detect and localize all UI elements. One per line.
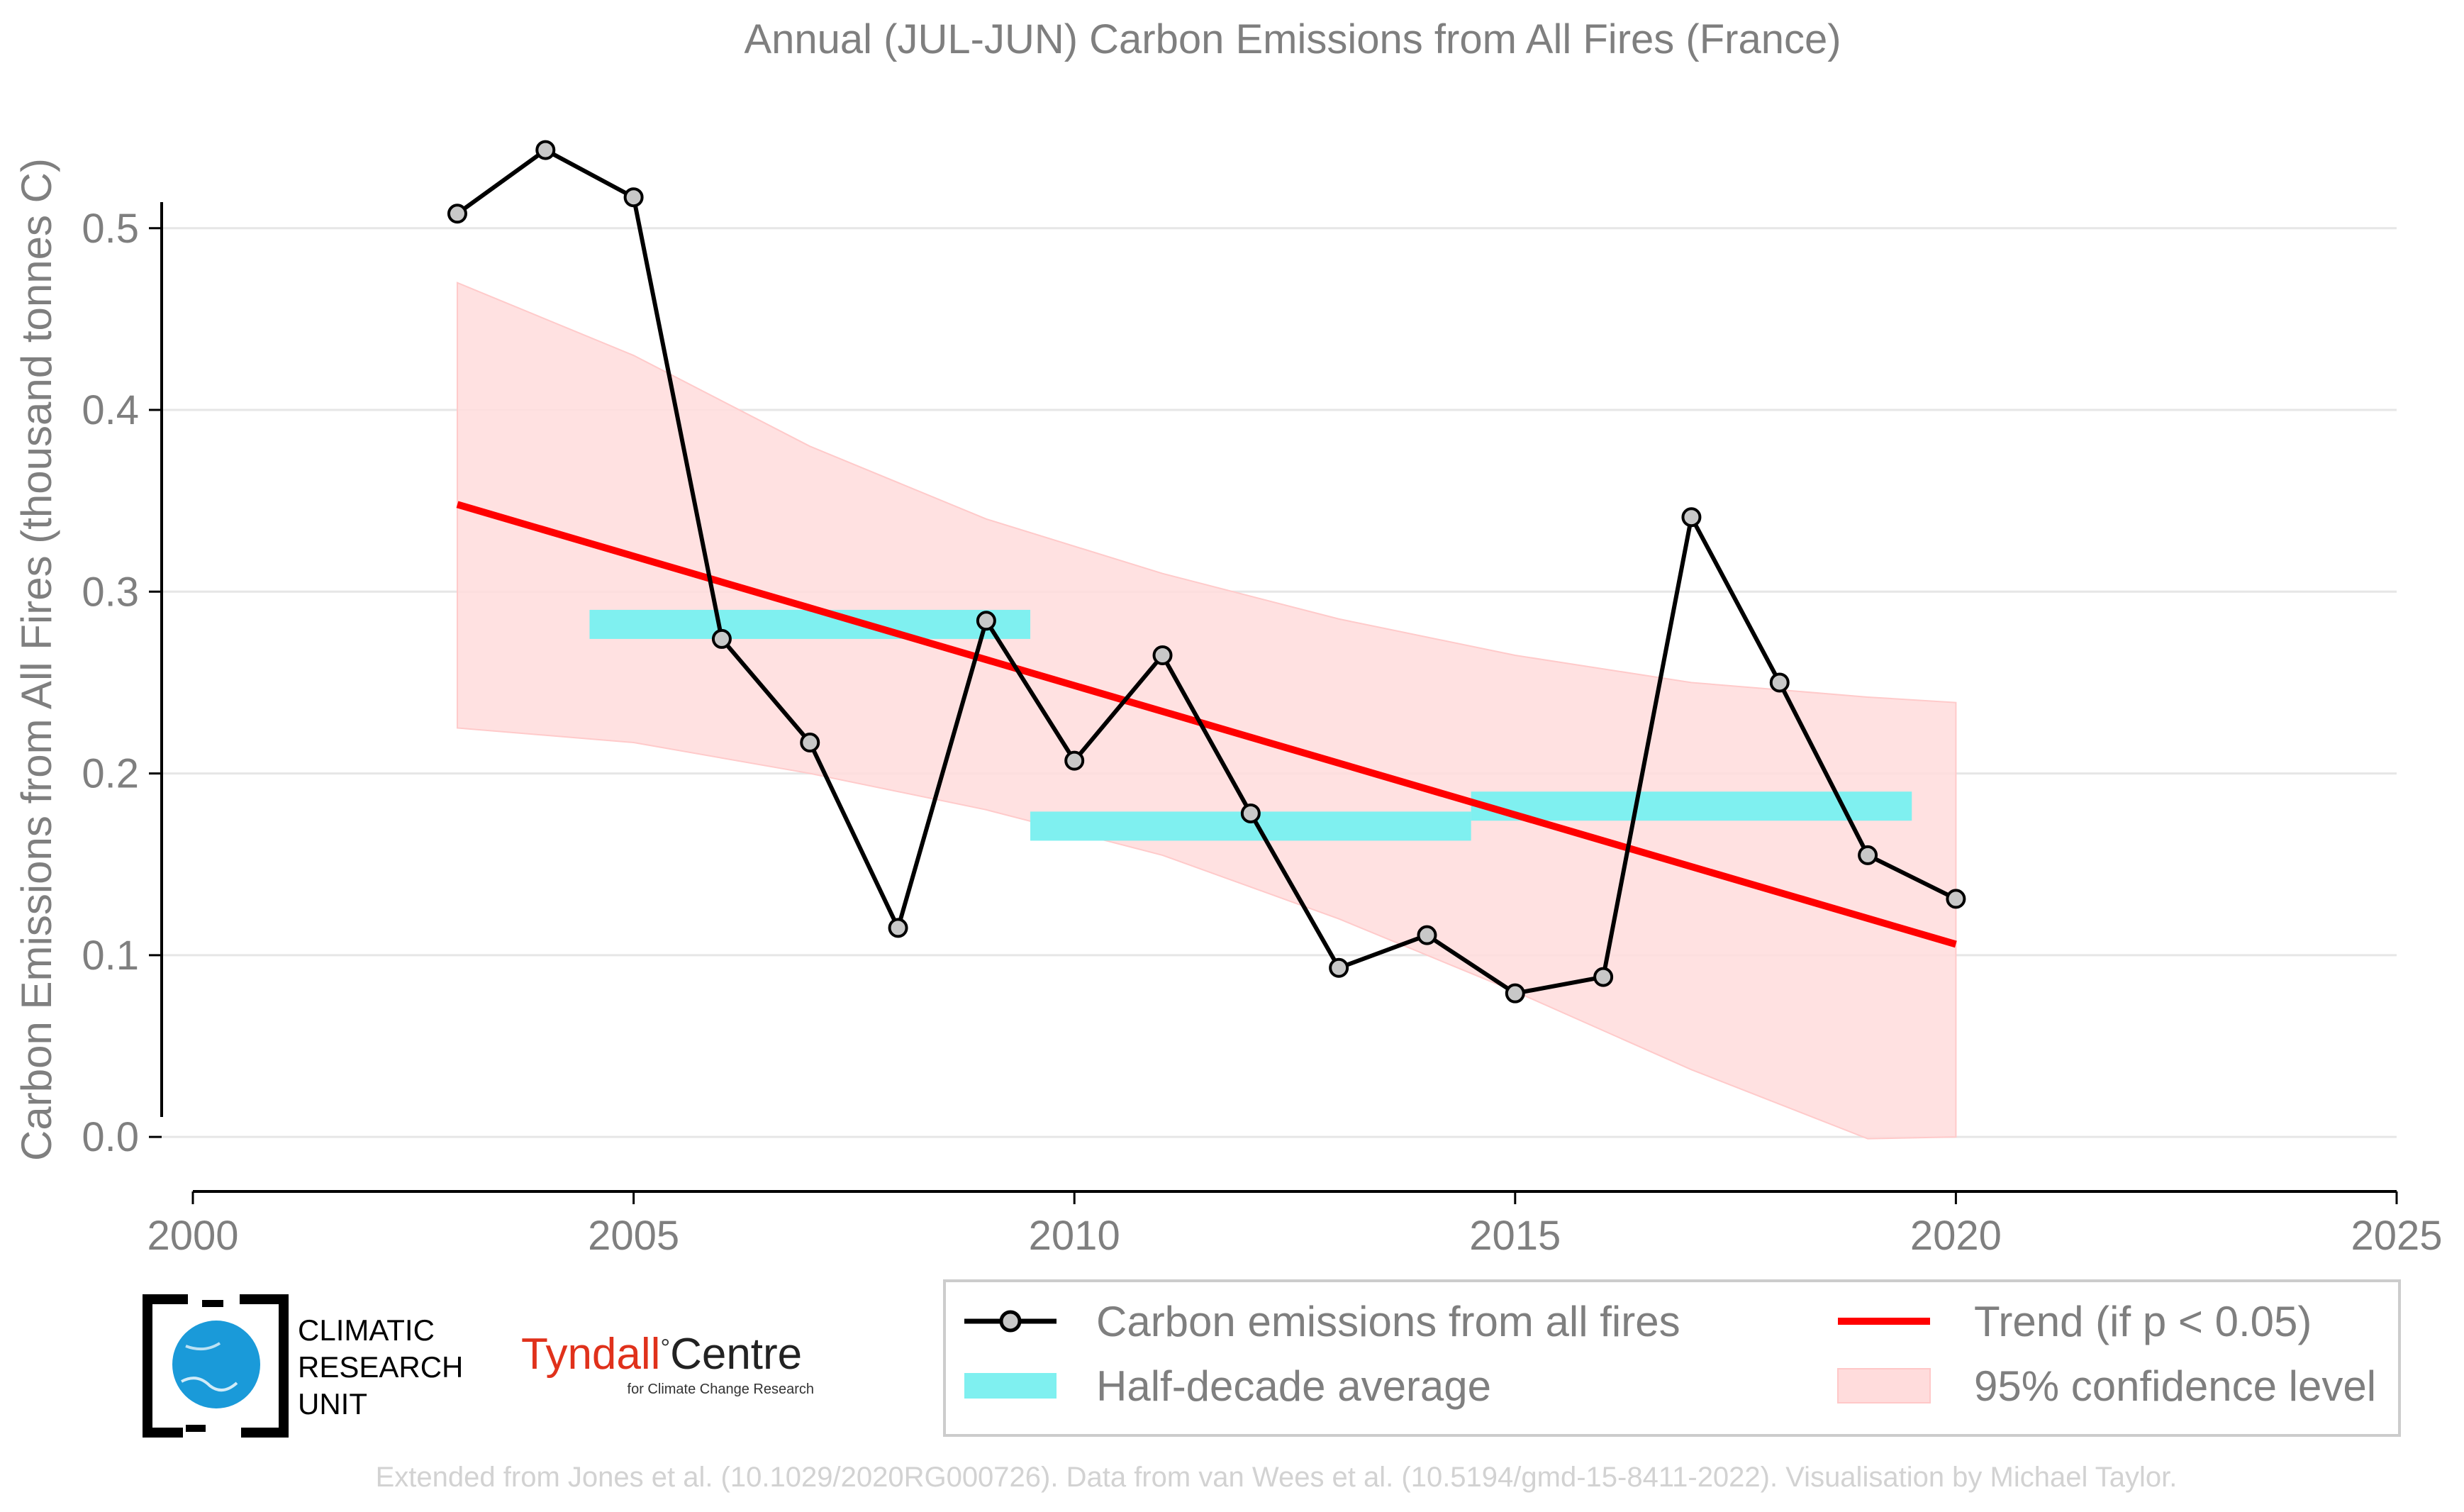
trend-line: [456, 501, 1957, 948]
y-tick-label: 0.1: [82, 933, 139, 979]
emissions-point: [1593, 967, 1614, 987]
tyndall-subtitle: for Climate Change Research: [628, 1382, 814, 1397]
cru-bracket-right: [240, 1294, 289, 1438]
cru-globe-coast: [185, 1342, 221, 1351]
emissions-point: [1946, 889, 1966, 909]
cru-globe-icon: [172, 1321, 260, 1408]
emissions-point: [1505, 983, 1525, 1004]
y-tick-label: 0.4: [82, 387, 139, 433]
y-tick-label: 0.5: [82, 206, 139, 252]
cru-bracket-slash: [186, 1300, 223, 1432]
tyndall-centre: Centre: [670, 1330, 802, 1379]
axes: [149, 202, 2398, 1204]
tyndall-word: Tyndall: [521, 1330, 660, 1379]
emissions-point: [1681, 507, 1702, 528]
cru-globe-coast: [181, 1377, 238, 1391]
tyndall-logo-text: Tyndall°Centre: [521, 1330, 802, 1379]
chart-title: Annual (JUL-JUN) Carbon Emissions from A…: [744, 16, 1841, 62]
cru-text-line: CLIMATIC: [298, 1313, 435, 1347]
legend-label-trend: Trend (if p < 0.05): [1974, 1298, 2312, 1345]
emissions-point: [1329, 957, 1349, 978]
legend-label-confidence: 95% confidence level: [1974, 1362, 2376, 1410]
legend-swatch-half-decade: [964, 1373, 1057, 1399]
footer-credit: Extended from Jones et al. (10.1029/2020…: [376, 1462, 2178, 1493]
emissions-line: [456, 148, 1957, 996]
emissions-point: [800, 733, 820, 753]
legend-label-half-decade: Half-decade average: [1096, 1362, 1491, 1410]
cru-logo: CLIMATIC RESEARCH UNIT: [143, 1294, 463, 1438]
y-axis-label: Carbon Emissions from All Fires (thousan…: [13, 158, 60, 1161]
x-tick-label: 2015: [1469, 1213, 1561, 1259]
tyndall-degree: °: [660, 1335, 670, 1362]
x-tick-label: 2000: [147, 1213, 238, 1259]
x-tick-labels: 2000 2005 2010 2015 2020 2025: [147, 1213, 2442, 1259]
emissions-point: [976, 611, 996, 631]
emissions-point: [1417, 925, 1437, 945]
emissions-point: [711, 628, 732, 649]
confidence-band-layer: [456, 282, 1957, 1140]
x-tick-label: 2020: [1910, 1213, 2002, 1259]
legend: Carbon emissions from all fires Half-dec…: [943, 1279, 2401, 1437]
legend-swatch-emissions-marker: [999, 1310, 1022, 1333]
y-tick-label: 0.0: [82, 1114, 139, 1160]
emissions-point: [623, 187, 644, 208]
trend-layer: [456, 501, 1957, 948]
emissions-point: [535, 140, 556, 160]
emissions-point: [1064, 750, 1085, 771]
x-tick-label: 2010: [1029, 1213, 1120, 1259]
x-tick-label: 2005: [588, 1213, 679, 1259]
emissions-point: [447, 204, 467, 224]
cru-bracket-left: [143, 1294, 188, 1438]
half-decade-bar: [589, 609, 1031, 639]
emissions-point: [1240, 803, 1261, 823]
legend-label-emissions: Carbon emissions from all fires: [1096, 1298, 1680, 1345]
y-tick-label: 0.2: [82, 751, 139, 797]
legend-swatch-confidence: [1837, 1368, 1931, 1403]
emissions-point: [1858, 845, 1878, 865]
y-tick-labels: 0.0 0.1 0.2 0.3 0.4 0.5: [82, 206, 139, 1160]
cru-text-line: RESEARCH: [298, 1350, 463, 1384]
x-tick-label: 2025: [2351, 1213, 2442, 1259]
y-tick-label: 0.3: [82, 569, 139, 615]
emissions-series-layer: [447, 140, 1966, 1004]
legend-box: [943, 1279, 2401, 1437]
emissions-point: [1769, 672, 1790, 693]
emissions-point: [1152, 645, 1173, 665]
emissions-point: [888, 918, 908, 938]
cru-text-line: UNIT: [298, 1387, 367, 1421]
tyndall-logo: Tyndall°Centre for Climate Change Resear…: [521, 1330, 814, 1397]
confidence-band: [456, 282, 1957, 1140]
